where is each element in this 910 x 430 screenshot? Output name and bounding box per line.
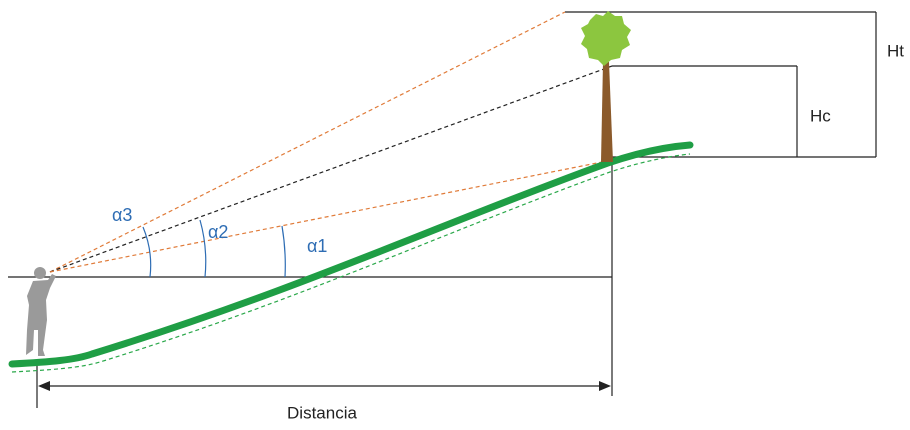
ground [8, 141, 694, 368]
reference-lines [8, 11, 877, 408]
height-label: Hc [810, 106, 831, 125]
angle-label: α1 [307, 236, 327, 256]
ground-dashed [11, 153, 691, 373]
person [26, 267, 56, 356]
angle-arcs [142, 219, 286, 278]
distance-label: Distancia [287, 403, 357, 422]
height-label: Ht [887, 41, 904, 60]
angle-label: α2 [208, 222, 228, 242]
distance-arrowheads [38, 381, 611, 391]
angle-label: α3 [112, 205, 132, 225]
tree [581, 11, 631, 162]
sight-lines [49, 11, 613, 273]
